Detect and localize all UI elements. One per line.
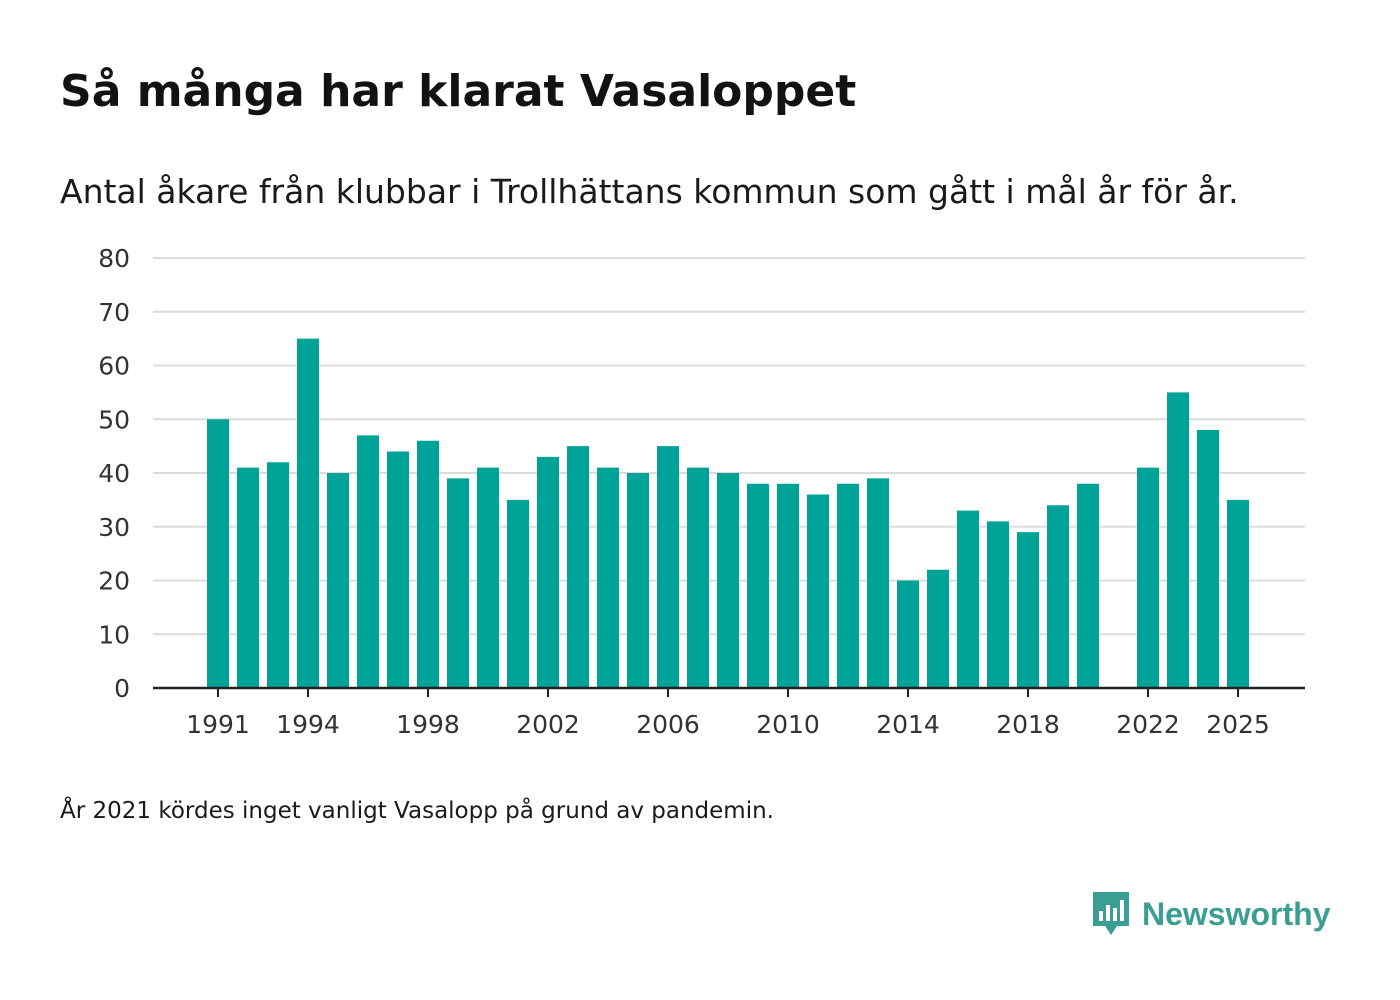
bar-2005 (627, 473, 649, 688)
bar-2002 (537, 456, 559, 688)
y-tick-label: 10 (98, 620, 130, 649)
y-tick-label: 30 (98, 513, 130, 542)
x-tick-label: 2022 (1116, 710, 1180, 739)
x-tick-label: 2006 (636, 710, 700, 739)
bar-1996 (357, 435, 379, 688)
bar-2007 (687, 467, 709, 688)
bar-1992 (237, 467, 259, 688)
bar-2008 (717, 473, 739, 688)
bar-2020 (1077, 483, 1099, 688)
bar-2023 (1167, 392, 1189, 688)
bar-2013 (867, 478, 889, 688)
bar-2012 (837, 483, 859, 688)
bar-1997 (387, 451, 409, 688)
x-tick-label: 1994 (276, 710, 340, 739)
bar-2006 (657, 446, 679, 688)
x-tick-label: 1991 (186, 710, 250, 739)
bar-chart: 0 10 20 30 40 50 60 70 80 1991 1994 1998 2002 2006 20… (98, 244, 1305, 739)
bar-2000 (477, 467, 499, 688)
y-tick-label: 0 (114, 674, 130, 703)
bar-1993 (267, 462, 289, 688)
bar-2014 (897, 580, 919, 688)
bar-1995 (327, 473, 349, 688)
bar-1998 (417, 440, 439, 688)
y-tick-label: 40 (98, 459, 130, 488)
newsworthy-icon (1093, 892, 1129, 935)
chart-title: Så många har klarat Vasaloppet (60, 66, 857, 117)
y-tick-label: 60 (98, 352, 130, 381)
bar-2015 (927, 569, 949, 688)
bar-1994 (297, 338, 319, 688)
bar-2017 (987, 521, 1009, 688)
y-axis-labels: 0 10 20 30 40 50 60 70 80 (98, 244, 130, 703)
x-tick-label: 2010 (756, 710, 820, 739)
bar-2011 (807, 494, 829, 688)
brand-name: Newsworthy (1142, 895, 1331, 932)
bar-2019 (1047, 505, 1069, 688)
x-tick-label: 2025 (1206, 710, 1270, 739)
y-tick-label: 20 (98, 567, 130, 596)
x-axis-labels: 1991 1994 1998 2002 2006 2010 2014 2018 2022 2025 (186, 710, 1270, 739)
bar-2024 (1197, 430, 1219, 688)
bar-1999 (447, 478, 469, 688)
y-tick-label: 80 (98, 244, 130, 273)
x-tick-label: 2002 (516, 710, 580, 739)
bar-2003 (567, 446, 589, 688)
chart-subtitle: Antal åkare från klubbar i Trollhättans … (60, 172, 1239, 211)
brand-logo: Newsworthy (1090, 890, 1330, 938)
bar-2009 (747, 483, 769, 688)
bar-2001 (507, 499, 529, 688)
bar-2016 (957, 510, 979, 688)
bars (207, 338, 1249, 688)
y-tick-label: 50 (98, 405, 130, 434)
y-tick-label: 70 (98, 298, 130, 327)
bar-2010 (777, 483, 799, 688)
bar-2004 (597, 467, 619, 688)
bar-2018 (1017, 532, 1039, 688)
x-tick-label: 1998 (396, 710, 460, 739)
bar-2025 (1227, 499, 1249, 688)
bar-2022 (1137, 467, 1159, 688)
footnote: År 2021 kördes inget vanligt Vasalopp på… (60, 798, 774, 824)
bar-1991 (207, 419, 229, 688)
x-tick-label: 2014 (876, 710, 940, 739)
x-axis (153, 686, 1305, 697)
x-tick-label: 2018 (996, 710, 1060, 739)
